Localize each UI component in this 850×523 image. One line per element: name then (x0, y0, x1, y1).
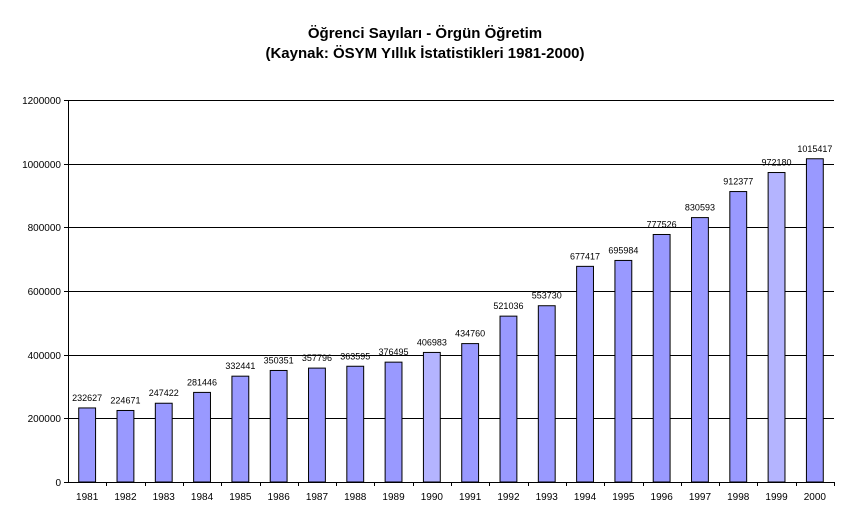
x-tick-label: 1991 (459, 492, 482, 503)
bar (193, 391, 211, 483)
data-label: 332441 (225, 361, 255, 371)
bar (652, 233, 671, 483)
x-tick-label: 1983 (153, 492, 176, 503)
bar (269, 369, 288, 483)
data-label: 376495 (379, 347, 409, 357)
y-tick-label: 0 (55, 478, 61, 489)
x-tick-label: 1981 (76, 492, 99, 503)
bar (499, 315, 518, 483)
data-label: 912377 (723, 177, 753, 187)
x-tick-label: 1994 (574, 492, 597, 503)
data-label: 363595 (340, 351, 370, 361)
data-label: 281446 (187, 377, 217, 387)
bar (78, 407, 97, 483)
x-tick-label: 1995 (612, 492, 635, 503)
data-label: 553730 (532, 291, 562, 301)
y-tick-label: 200000 (28, 414, 62, 425)
bar (805, 158, 824, 483)
data-label: 247422 (149, 388, 179, 398)
bar (461, 343, 480, 483)
bar (614, 259, 633, 483)
bar (384, 361, 403, 483)
bar (154, 402, 173, 483)
bar (537, 305, 556, 483)
x-tick-label: 1998 (727, 492, 750, 503)
data-label: 1015417 (797, 144, 832, 154)
x-tick-label: 1982 (114, 492, 137, 503)
data-label: 232627 (72, 393, 102, 403)
data-label: 972180 (762, 158, 792, 168)
x-tick-label: 1993 (536, 492, 559, 503)
x-tick-label: 1989 (382, 492, 405, 503)
bar (308, 367, 326, 483)
y-tick-label: 600000 (28, 287, 62, 298)
x-tick-label: 1999 (765, 492, 788, 503)
x-tick-label: 2000 (804, 492, 827, 503)
y-tick-label: 1200000 (22, 96, 61, 107)
x-tick-label: 1996 (651, 492, 674, 503)
x-tick-label: 1997 (689, 492, 712, 503)
x-tick-label: 1986 (268, 492, 291, 503)
data-label: 677417 (570, 251, 600, 261)
bar (346, 365, 365, 483)
x-tick-label: 1990 (421, 492, 444, 503)
data-label: 350351 (264, 355, 294, 365)
data-label: 357796 (302, 353, 332, 363)
data-label: 695984 (608, 245, 638, 255)
chart-subtitle: (Kaynak: ÖSYM Yıllık İstatistikleri 1981… (265, 45, 585, 62)
x-tick-label: 1985 (229, 492, 252, 503)
data-label: 406983 (417, 337, 447, 347)
bar (729, 191, 748, 483)
y-tick-label: 1000000 (22, 160, 61, 171)
data-label: 777526 (647, 219, 677, 229)
bar (422, 351, 441, 483)
data-label: 521036 (493, 301, 523, 311)
data-label: 224671 (110, 395, 140, 405)
bar (116, 409, 135, 483)
chart-title: Öğrenci Sayıları - Örgün Öğretim (307, 25, 543, 42)
bar (767, 172, 786, 483)
x-tick-label: 1992 (497, 492, 520, 503)
y-tick-label: 400000 (28, 351, 62, 362)
bar (231, 375, 250, 483)
data-label: 434760 (455, 329, 485, 339)
y-tick-label: 800000 (28, 223, 62, 234)
bar (691, 217, 709, 483)
x-tick-label: 1984 (191, 492, 214, 503)
x-tick-label: 1987 (306, 492, 329, 503)
bar (576, 265, 594, 483)
x-tick-label: 1988 (344, 492, 367, 503)
data-label: 830593 (685, 203, 715, 213)
